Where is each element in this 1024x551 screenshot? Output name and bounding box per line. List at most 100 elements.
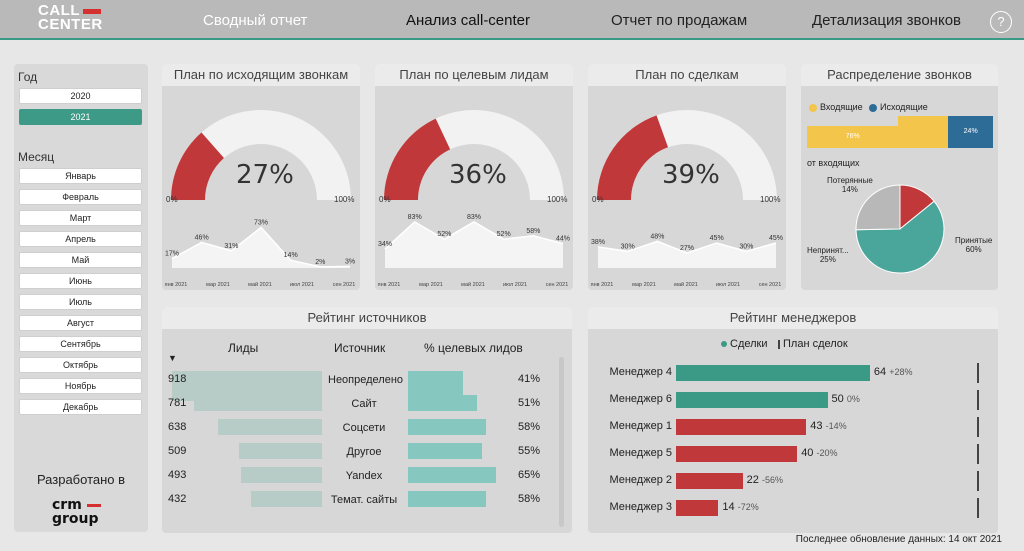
month-button[interactable]: Сентябрь [19,336,142,352]
trend-month-label: май 2021 [461,281,485,288]
trend-month-label: сен 2021 [333,282,356,288]
col-header-source[interactable]: Источник [334,341,386,355]
month-button[interactable]: Май [19,252,142,268]
month-button[interactable]: Февраль [19,189,142,205]
target-bar [408,467,496,483]
manager-bar[interactable] [676,419,807,435]
trend-point-label: 27% [680,245,694,252]
month-button[interactable]: Ноябрь [19,378,142,394]
target-value: 65% [518,469,541,481]
sort-descending-icon[interactable]: ▼ [168,353,177,363]
leads-value: 432 [168,493,187,505]
trend-month-label: янв 2021 [591,282,614,288]
month-button[interactable]: Август [19,315,142,331]
plan-marker [977,417,979,437]
manager-delta: -72% [737,502,759,512]
legend-incoming: Входящие [809,102,863,112]
pie-slice [855,200,945,274]
trend-month-label: мар 2021 [419,282,443,288]
trend-chart-deals: 38% 30% 48% 27% 45% 30% 45% янв 2021 мар 2021 май… [591,233,783,288]
gauge-panel-deals: План по сделкам 39% 0% 100% 38% 30% 48% 27%… [588,64,786,290]
target-bar [408,443,483,459]
manager-value: 43 -14% [810,420,846,432]
trend-point-label: 30% [621,243,635,250]
col-header-leads[interactable]: Лиды [228,341,259,355]
year-2020-button[interactable]: 2020 [19,88,142,104]
trend-point-label: 3% [345,258,355,265]
crm-group-logo: crm group [52,498,101,526]
leads-bar [241,467,322,483]
pie-label-lost: Потерянные 14% [827,176,873,194]
gauge-target-leads [384,110,564,200]
pie-label-missed: Непринят... 25% [807,246,849,264]
trend-point-label: 38% [591,239,605,246]
col-header-target[interactable]: % целевых лидов [424,341,523,355]
table-scrollbar[interactable] [559,357,564,527]
trend-point-label: 44% [556,236,570,243]
target-value: 41% [518,373,541,385]
month-button[interactable]: Июнь [19,273,142,289]
leads-bar [194,395,322,411]
manager-name: Менеджер 2 [609,474,672,486]
manager-bar[interactable] [676,500,719,516]
trend-month-label: июл 2021 [290,282,314,288]
leads-value: 509 [168,445,187,457]
month-button[interactable]: Январь [19,168,142,184]
trend-point-label: 45% [769,235,783,242]
tab-call-details[interactable]: Детализация звонков [812,12,962,29]
pie-subtitle: от входящих [807,158,860,168]
source-name: Сайт [351,398,377,410]
trend-month-label: июл 2021 [503,282,527,288]
month-button[interactable]: Апрель [19,231,142,247]
tab-summary-report[interactable]: Сводный отчет [203,12,308,29]
target-bar [408,419,487,435]
leads-value: 493 [168,469,187,481]
trend-point-label: 46% [195,234,209,241]
trend-chart-leads: 34% 83% 52% 83% 52% 58% 44% янв 2021 мар 2021 май… [378,214,570,288]
source-name: Неопределено [328,374,404,386]
call-center-logo: CALL CENTER [38,2,103,33]
manager-bar[interactable] [676,392,828,408]
help-icon[interactable]: ? [990,11,1012,33]
leads-value: 781 [168,397,187,409]
trend-area [172,227,350,268]
source-name: Другое [346,446,382,458]
tab-sales-report[interactable]: Отчет по продажам [611,12,748,29]
stack-segment-outgoing: 24% [948,116,993,148]
month-button[interactable]: Июль [19,294,142,310]
manager-value: 50 0% [832,393,860,405]
target-value: 51% [518,397,541,409]
trend-point-label: 52% [497,231,511,238]
gauge-deals [597,110,777,200]
leads-bar [238,443,322,459]
target-value: 58% [518,421,541,433]
manager-delta: +28% [889,367,913,377]
leads-value: 918 [168,373,187,385]
trend-point-label: 52% [437,231,451,238]
year-2021-button[interactable]: 2021 [19,109,142,125]
trend-month-label: янв 2021 [378,282,401,288]
leads-value: 638 [168,421,187,433]
trend-month-label: мар 2021 [632,282,656,288]
manager-deals: 43 [810,420,823,432]
manager-deals: 64 [873,366,887,378]
manager-name: Менеджер 3 [609,501,672,513]
gauge-fill [171,132,224,200]
month-button[interactable]: Декабрь [19,399,142,415]
trend-point-label: 48% [650,233,664,240]
trend-line [171,226,351,268]
tab-call-center-analysis[interactable]: Анализ call-center [406,12,530,29]
legend-plan: План сделок [778,338,848,350]
manager-deals: 14 [722,501,735,513]
manager-bar[interactable] [676,446,798,462]
trend-point-label: 31% [224,243,238,250]
trend-month-label: май 2021 [674,281,698,288]
manager-bar[interactable] [676,473,743,489]
source-name: Yandex [345,470,383,482]
top-nav-bar: CALL CENTER Сводный отчет Анализ call-ce… [0,0,1024,40]
manager-value: 22 -56% [747,474,783,486]
manager-bar[interactable] [676,365,870,381]
month-button[interactable]: Октябрь [19,357,142,373]
month-button[interactable]: Март [19,210,142,226]
panel-title: План по целевым лидам [375,64,573,86]
